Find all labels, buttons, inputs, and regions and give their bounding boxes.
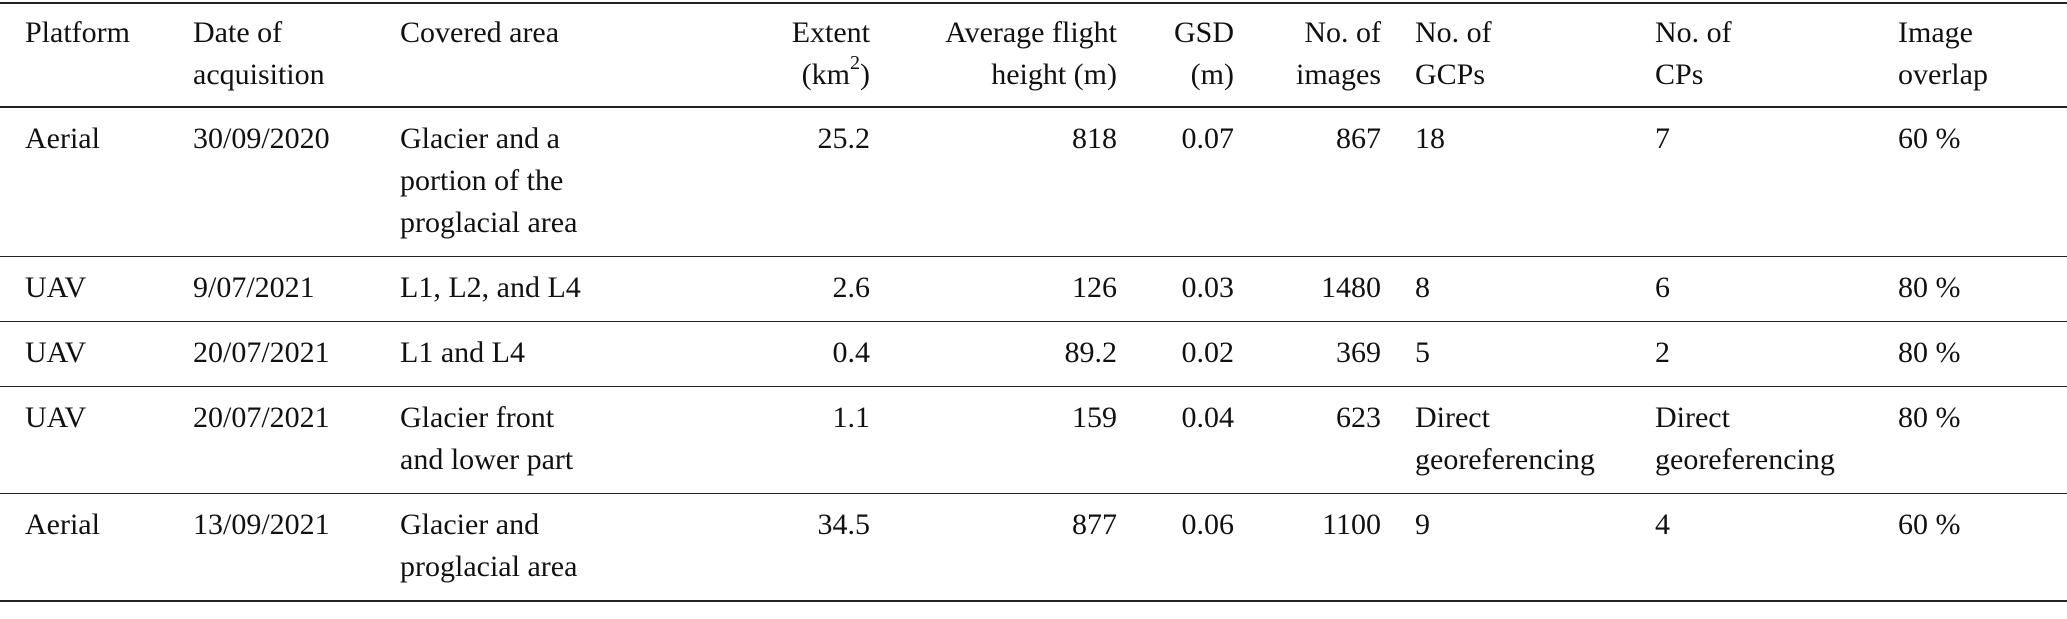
header-cps: No. of CPs: [1655, 16, 1732, 91]
cell-cps: 6: [1655, 257, 1898, 322]
cell-cps-line: 2: [1655, 336, 1670, 369]
extent-unit: (km2): [801, 52, 870, 91]
cell-gcps-line: 8: [1415, 271, 1430, 304]
cell-platform: Aerial: [25, 508, 100, 541]
table-row: UAV 9/07/2021 L1, L2, and L4 2.6 126 0.03 1480…: [0, 257, 2067, 322]
cell-gsd: 0.04: [1181, 401, 1235, 434]
cell-gcps: 18: [1381, 107, 1655, 257]
cell-covered-area: L1 and L4: [400, 322, 687, 387]
cell-gcps-line: Direct: [1415, 401, 1490, 434]
cell-covered-area-line: Glacier and a: [400, 122, 560, 155]
cell-gsd: 0.02: [1181, 336, 1235, 369]
cell-overlap: 60 %: [1898, 508, 1961, 541]
header-extent: Extent (km2): [687, 3, 870, 107]
cell-extent: 2.6: [832, 271, 871, 304]
cell-platform: UAV: [25, 336, 87, 369]
cell-covered-area-line: proglacial area: [400, 206, 578, 239]
cell-extent: 25.2: [817, 122, 871, 155]
cell-gsd: 0.07: [1181, 122, 1235, 155]
header-row: Platform Date of acquisition Covered are…: [0, 3, 2067, 107]
cell-flight-height: 159: [1072, 401, 1117, 434]
cell-flight-height: 126: [1072, 271, 1117, 304]
cell-covered-area: Glacier front and lower part: [400, 387, 687, 494]
cell-overlap: 60 %: [1898, 122, 1961, 155]
cell-gcps-line: georeferencing: [1415, 443, 1595, 476]
cell-platform: UAV: [25, 401, 87, 434]
cell-images: 1100: [1322, 508, 1381, 541]
cell-date: 13/09/2021: [193, 508, 330, 541]
cell-covered-area: Glacier and a portion of the proglacial ar…: [400, 107, 687, 257]
cell-covered-area-line: and lower part: [400, 443, 574, 476]
table-row: UAV 20/07/2021 Glacier front and lower part…: [0, 387, 2067, 494]
cell-flight-height: 818: [1072, 122, 1117, 155]
cell-gcps: 8: [1381, 257, 1655, 322]
cell-platform: UAV: [25, 271, 87, 304]
cell-cps: Direct georeferencing: [1655, 387, 1898, 494]
header-platform: Platform: [25, 16, 130, 49]
header-images: No. of images: [1296, 16, 1381, 91]
cell-cps-line: 4: [1655, 508, 1670, 541]
cell-covered-area-line: proglacial area: [400, 550, 578, 583]
cell-extent: 1.1: [832, 401, 871, 434]
header-overlap: Image overlap: [1898, 16, 1988, 91]
cell-date: 30/09/2020: [193, 122, 330, 155]
cell-flight-height: 877: [1072, 508, 1117, 541]
header-flight-height: Average flight height (m): [945, 16, 1117, 91]
cell-gcps: 9: [1381, 494, 1655, 602]
data-table: Platform Date of acquisition Covered are…: [0, 2, 2067, 602]
cell-covered-area-line: Glacier front: [400, 401, 555, 434]
cell-overlap: 80 %: [1898, 401, 1961, 434]
cell-images: 623: [1336, 401, 1381, 434]
header-covered-area: Covered area: [400, 16, 560, 49]
cell-extent: 34.5: [817, 508, 871, 541]
cell-cps-line: Direct: [1655, 401, 1730, 434]
cell-flight-height: 89.2: [1064, 336, 1118, 369]
cell-gsd: 0.06: [1181, 508, 1235, 541]
table-header: Platform Date of acquisition Covered are…: [0, 3, 2067, 107]
cell-cps-line: georeferencing: [1655, 443, 1835, 476]
table-row: Aerial 13/09/2021 Glacier and proglacial ar…: [0, 494, 2067, 602]
cell-covered-area-line: L1, L2, and L4: [400, 271, 581, 304]
cell-date: 20/07/2021: [193, 336, 330, 369]
cell-date: 9/07/2021: [193, 271, 315, 304]
cell-cps-line: 6: [1655, 271, 1670, 304]
cell-platform: Aerial: [25, 122, 100, 155]
cell-gcps: Direct georeferencing: [1381, 387, 1655, 494]
cell-gcps-line: 9: [1415, 508, 1430, 541]
cell-gcps: 5: [1381, 322, 1655, 387]
cell-images: 867: [1336, 122, 1381, 155]
cell-gsd: 0.03: [1181, 271, 1235, 304]
cell-cps: 4: [1655, 494, 1898, 602]
table-body: Aerial 30/09/2020 Glacier and a portion of …: [0, 107, 2067, 601]
cell-cps-line: 7: [1655, 122, 1670, 155]
header-gsd: GSD (m): [1173, 16, 1234, 91]
cell-overlap: 80 %: [1898, 336, 1961, 369]
cell-cps: 2: [1655, 322, 1898, 387]
header-gcps: No. of GCPs: [1415, 16, 1492, 91]
cell-covered-area-line: Glacier and: [400, 508, 540, 541]
cell-gcps-line: 18: [1415, 122, 1445, 155]
cell-covered-area: Glacier and proglacial area: [400, 494, 687, 602]
header-date: Date of acquisition: [193, 16, 325, 91]
cell-cps: 7: [1655, 107, 1898, 257]
cell-covered-area-line: portion of the: [400, 164, 564, 197]
cell-images: 369: [1336, 336, 1381, 369]
table-row: UAV 20/07/2021 L1 and L4 0.4 89.2 0.02 369 5 2 80…: [0, 322, 2067, 387]
cell-covered-area-line: L1 and L4: [400, 336, 525, 369]
cell-date: 20/07/2021: [193, 401, 330, 434]
cell-extent: 0.4: [832, 336, 871, 369]
table-row: Aerial 30/09/2020 Glacier and a portion of …: [0, 107, 2067, 257]
cell-gcps-line: 5: [1415, 336, 1430, 369]
cell-images: 1480: [1321, 271, 1381, 304]
cell-overlap: 80 %: [1898, 271, 1961, 304]
cell-covered-area: L1, L2, and L4: [400, 257, 687, 322]
